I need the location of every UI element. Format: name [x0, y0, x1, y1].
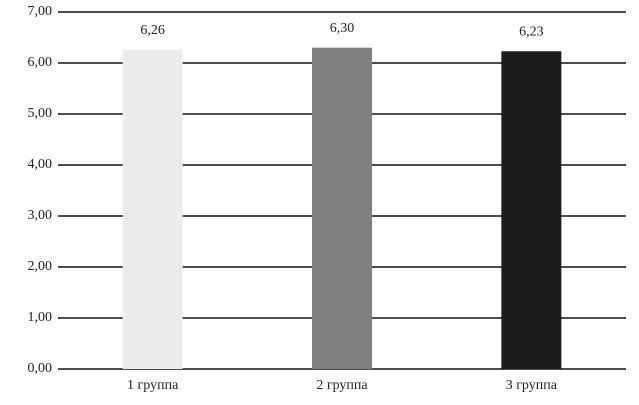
x-tick-label: 1 группа	[127, 378, 179, 393]
bar	[501, 51, 562, 370]
x-tick-label: 3 группа	[506, 378, 558, 393]
value-label: 6,26	[140, 23, 165, 38]
x-tick-label: 2 группа	[316, 378, 368, 393]
y-tick-label: 6,00	[28, 55, 53, 70]
y-tick-label: 1,00	[28, 310, 53, 325]
bar	[312, 47, 372, 369]
value-label: 6,23	[519, 24, 544, 39]
y-tick-label: 4,00	[28, 157, 53, 172]
y-tick-label: 0,00	[28, 361, 53, 376]
bar	[122, 49, 183, 370]
y-tick-label: 3,00	[28, 208, 53, 223]
value-label: 6,30	[330, 21, 355, 36]
y-tick-label: 5,00	[28, 106, 53, 121]
y-tick-label: 7,00	[28, 4, 53, 19]
y-tick-label: 2,00	[28, 259, 53, 274]
